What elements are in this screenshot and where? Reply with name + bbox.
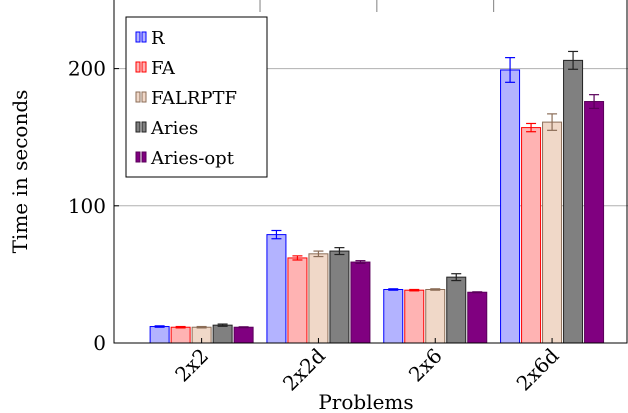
bar	[149, 326, 170, 344]
bar	[329, 250, 350, 344]
error-bar	[175, 325, 186, 329]
error-bar	[547, 113, 558, 131]
y-tick-label: 0	[93, 331, 106, 355]
error-bar	[154, 325, 165, 328]
error-bar	[238, 326, 249, 329]
legend-swatch	[141, 91, 147, 103]
bar	[563, 59, 584, 344]
bar	[350, 261, 371, 344]
error-bar	[589, 94, 600, 109]
error-bar	[313, 250, 324, 258]
legend-label: FA	[151, 58, 176, 79]
error-bar	[388, 288, 399, 291]
error-bar	[505, 57, 516, 83]
x-tick-label: 2x2d	[278, 343, 330, 395]
bar	[266, 234, 287, 344]
bar	[521, 127, 542, 344]
bar	[467, 291, 488, 344]
error-bar	[334, 247, 345, 256]
x-axis-label: Problems	[318, 390, 413, 413]
bar	[446, 276, 467, 344]
y-tick-label: 200	[68, 57, 106, 81]
error-bar	[196, 325, 207, 329]
bar	[542, 121, 563, 344]
legend-label: FALRPTF	[151, 88, 237, 109]
error-bar	[217, 323, 228, 327]
legend-item: FALRPTF	[135, 88, 237, 109]
bar	[212, 324, 233, 344]
legend-box	[125, 16, 268, 178]
legend-item: R	[135, 28, 165, 49]
bar	[584, 101, 605, 344]
legend-swatch	[135, 61, 141, 73]
legend-item: FA	[135, 58, 176, 79]
bar	[404, 289, 425, 344]
bar	[233, 326, 254, 344]
error-bar	[568, 50, 579, 70]
x-tick-label: 2x6d	[512, 343, 564, 395]
legend-swatch	[135, 31, 141, 43]
error-bars	[154, 50, 600, 329]
error-bar	[292, 255, 303, 261]
bar	[308, 253, 329, 344]
x-tick-label: 2x6	[404, 344, 447, 387]
legend-label: Aries-opt	[150, 148, 235, 169]
legend-swatch	[135, 121, 141, 133]
x-axis-ticks: 2x2 2x2d 2x6 2x6d	[170, 338, 564, 396]
error-bar	[451, 273, 462, 282]
legend-swatch	[141, 151, 147, 163]
bar	[383, 288, 404, 344]
error-bar	[526, 122, 537, 133]
legend-item: Aries	[135, 118, 198, 139]
error-bar	[271, 229, 282, 240]
legend-swatch	[141, 121, 147, 133]
plot-frame	[113, 0, 628, 344]
bar	[425, 288, 446, 344]
bar	[500, 69, 521, 344]
error-bar	[355, 260, 366, 265]
y-axis-label: Time in seconds	[8, 90, 32, 254]
error-bar	[409, 288, 420, 292]
legend-label: Aries	[150, 118, 198, 139]
error-bar	[430, 288, 441, 291]
legend-swatch	[141, 31, 147, 43]
bar	[170, 326, 191, 344]
legend: R FA FALRPTF Aries Aries-opt	[125, 16, 268, 178]
legend-label: R	[151, 28, 165, 49]
legend-swatch	[141, 61, 147, 73]
y-tick-label: 100	[68, 194, 106, 218]
legend-swatch	[135, 151, 141, 163]
y-axis-ticks: 0 100 200	[68, 57, 119, 355]
bar	[287, 257, 308, 344]
legend-swatch	[135, 91, 141, 103]
legend-item: Aries-opt	[135, 148, 235, 169]
x-tick-label: 2x2	[170, 344, 213, 387]
error-bar	[472, 291, 483, 294]
